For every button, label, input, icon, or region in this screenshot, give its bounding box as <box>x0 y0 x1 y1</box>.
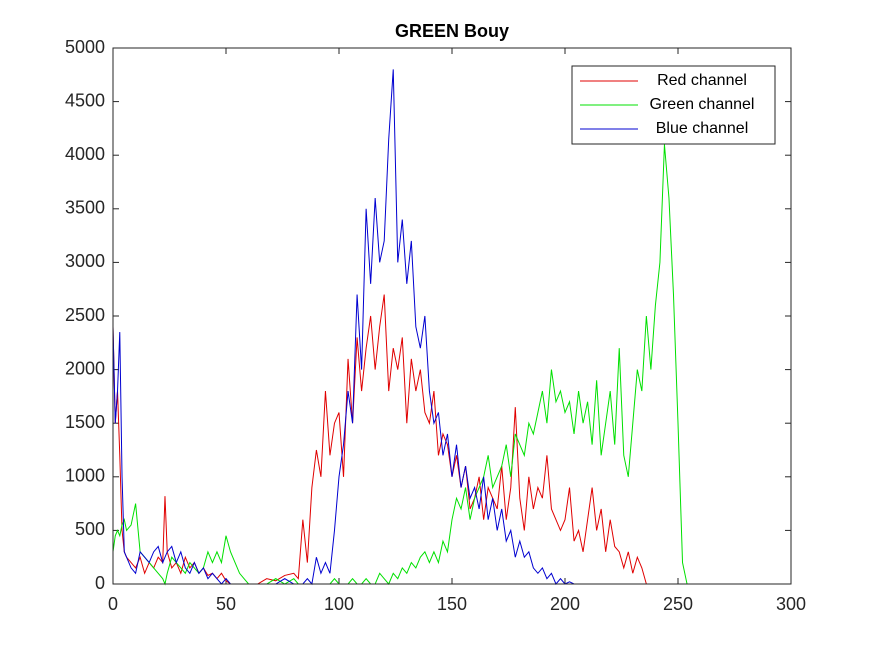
legend-label: Blue channel <box>656 120 749 137</box>
y-tick-label: 4500 <box>65 90 105 110</box>
x-tick-label: 0 <box>108 594 118 614</box>
x-tick-label: 200 <box>550 594 580 614</box>
axes-box <box>112 47 792 585</box>
y-tick-label: 3000 <box>65 251 105 271</box>
y-tick-label: 500 <box>75 519 105 539</box>
legend-label: Green channel <box>650 96 755 113</box>
y-tick-label: 1000 <box>65 466 105 486</box>
y-tick-label: 5000 <box>65 37 105 57</box>
x-tick-label: 150 <box>437 594 467 614</box>
x-tick-label: 100 <box>324 594 354 614</box>
series-line <box>112 294 692 585</box>
y-tick-label: 3500 <box>65 198 105 218</box>
x-tick-label: 300 <box>776 594 806 614</box>
y-tick-label: 2000 <box>65 358 105 378</box>
y-tick-label: 2500 <box>65 305 105 325</box>
x-tick-label: 50 <box>216 594 236 614</box>
x-tick-label: 250 <box>663 594 693 614</box>
chart-title: GREEN Bouy <box>395 21 509 41</box>
y-tick-label: 1500 <box>65 412 105 432</box>
legend-label: Red channel <box>657 72 747 89</box>
y-tick-label: 4000 <box>65 144 105 164</box>
series-line <box>112 144 692 586</box>
y-tick-label: 0 <box>95 573 105 593</box>
